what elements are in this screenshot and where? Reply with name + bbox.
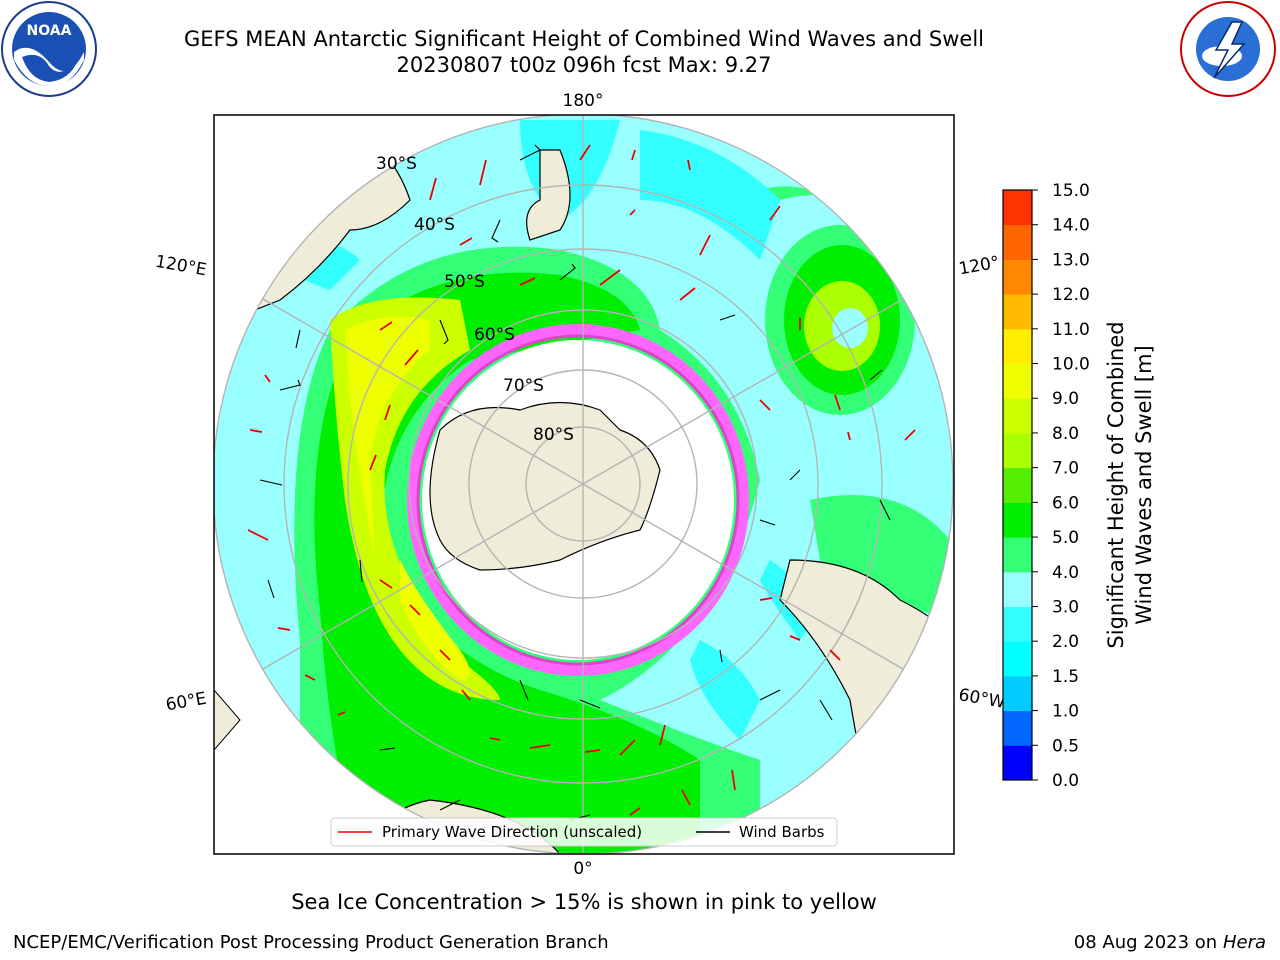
colorbar-tick-label: 4.0 [1052,563,1079,583]
noaa-logo: NOAA [1,1,97,97]
graticule [214,115,954,854]
map-legend: Primary Wave Direction (unscaled) Wind B… [330,817,838,847]
land-new-zealand [526,149,571,241]
colorbar-tick-label: 3.0 [1052,597,1079,617]
title-line-1: GEFS MEAN Antarctic Significant Height o… [183,27,985,51]
colorbar-tick-label: 10.0 [1052,355,1090,375]
lon-label-60w: 60°W [957,685,1007,713]
lat-label-80s: 80°S [533,425,574,445]
map-frame [213,114,955,855]
lon-label-120e: 120°E [154,252,208,281]
lat-label-70s: 70°S [503,376,544,396]
colorbar-tick-label: 0.5 [1052,736,1079,756]
footer-date: 08 Aug 2023 on Hera [1074,932,1266,953]
colorbar-segment [1003,745,1032,781]
colorbar-segment [1003,710,1032,746]
colorbar-segment [1003,467,1032,503]
colorbar-tick-label: 14.0 [1052,216,1090,236]
footer-date-text: 08 Aug 2023 on [1073,932,1218,953]
colorbar-tick-label: 13.0 [1052,250,1090,270]
colorbar-segment [1003,190,1032,226]
nws-logo [1180,1,1276,97]
colorbar-label-line2: Wind Waves and Swell [m] [1132,345,1156,625]
sea-ice-ring [407,324,749,676]
wave-direction-arrows [247,144,916,816]
lon-label-60e: 60°E [164,689,208,716]
colorbar-segment [1003,571,1032,607]
legend-wave-label: Primary Wave Direction (unscaled) [382,823,642,841]
lon-label-180: 180° [563,91,604,111]
colorbar-segment [1003,502,1032,538]
colorbar-tick-label: 2.0 [1052,632,1079,652]
colorbar-tick-label: 11.0 [1052,320,1090,340]
colorbar-segment [1003,294,1032,330]
colorbar-segment [1003,363,1032,399]
colorbar-tick-label: 15.0 [1052,181,1090,201]
lat-label-40s: 40°S [414,215,455,235]
title-line-2: 20230807 t00z 096h fcst Max: 9.27 [396,53,772,77]
lon-label-120w: 120° [957,253,1001,280]
sea-ice-note: Sea Ice Concentration > 15% is shown in … [291,890,877,914]
lon-label-0: 0° [573,859,592,879]
colorbar-tick-label: 5.0 [1052,528,1079,548]
colorbar-segment [1003,537,1032,573]
wave-field-4m [314,272,700,854]
colorbar-segment [1003,675,1032,712]
colorbar-tick-label: 0.0 [1052,771,1079,791]
colorbar-ticks: 0.0 0.5 1.0 1.5 2.0 3.0 4.0 5.0 6.0 7.0 8.0 9.0 10.0… [1032,181,1090,791]
colorbar-tick-label: 1.5 [1052,667,1079,687]
land-antarctica [429,401,661,571]
lat-label-30s: 30°S [376,154,417,174]
colorbar-tick-label: 9.0 [1052,389,1079,409]
colorbar [1002,189,1033,781]
colorbar-label-line1: Significant Height of Combined [1104,321,1128,648]
colorbar-segment [1003,259,1032,295]
lat-label-50s: 50°S [444,272,485,292]
colorbar-tick-label: 8.0 [1052,424,1079,444]
colorbar-segment [1003,606,1032,642]
colorbar-border [1002,189,1033,781]
footer-credit: NCEP/EMC/Verification Post Processing Pr… [13,932,609,953]
colorbar-segment [1003,328,1032,365]
colorbar-segment [1003,224,1032,260]
colorbar-tick-label: 12.0 [1052,285,1090,305]
noaa-logo-text: NOAA [27,23,72,39]
colorbar-tick-label: 1.0 [1052,702,1079,722]
footer-host: Hera [1222,932,1266,953]
colorbar-tick-label: 7.0 [1052,459,1079,479]
colorbar-segment [1003,398,1032,434]
colorbar-segment [1003,641,1032,677]
colorbar-segment [1003,432,1032,469]
lat-label-60s: 60°S [474,325,515,345]
colorbar-tick-label: 6.0 [1052,493,1079,513]
legend-barb-label: Wind Barbs [739,823,825,841]
